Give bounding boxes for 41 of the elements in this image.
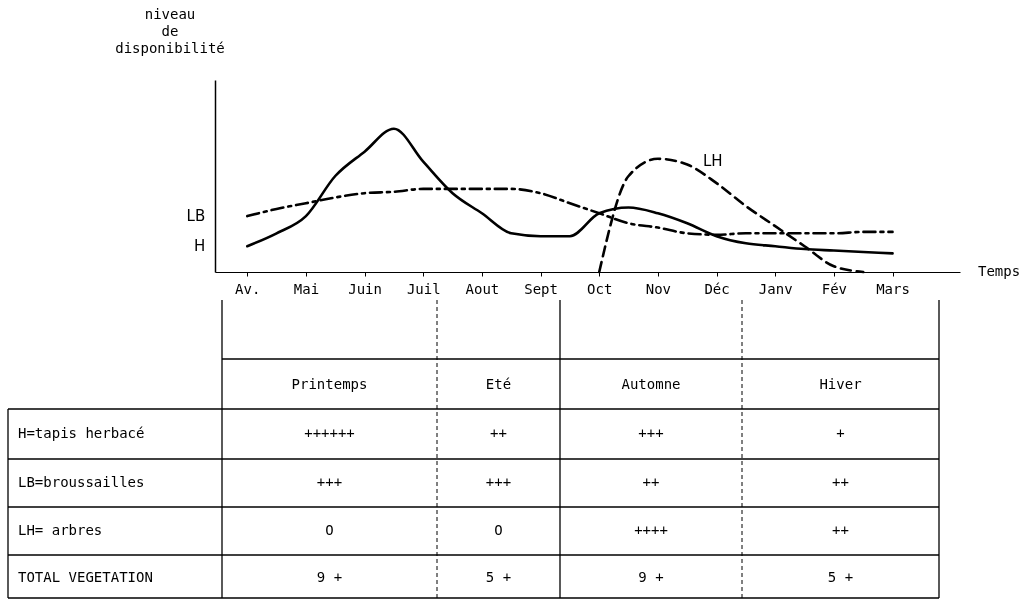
category-label: LB=broussailles — [18, 474, 145, 490]
x-tick-label: Fév — [821, 280, 848, 297]
text: +++ — [485, 474, 512, 490]
x-tick-label: Juil — [406, 280, 441, 297]
x-tick-label: Oct — [587, 280, 613, 297]
text: ++ — [832, 474, 849, 490]
text: ++++ — [634, 522, 668, 538]
text: 9 + — [316, 569, 343, 585]
series-label: LH — [702, 151, 723, 170]
text: ++ — [642, 474, 660, 490]
x-tick-label: Janv — [758, 280, 793, 297]
text: 5 + — [827, 569, 854, 585]
category-label: Printemps — [291, 376, 368, 392]
text: +++ — [638, 425, 664, 441]
category-label: TOTAL VEGETATION — [18, 569, 153, 585]
x-tick-label: Aout — [465, 280, 500, 297]
y-axis-title: niveau de disponibilité — [115, 6, 225, 56]
text: + — [836, 425, 845, 441]
text: ++++++ — [304, 425, 355, 441]
x-tick-label: Juin — [348, 280, 382, 297]
x-tick-label: Mars — [876, 280, 910, 297]
text: LB — [186, 207, 206, 226]
x-tick-label: Déc — [704, 280, 730, 297]
text: ++ — [832, 522, 849, 538]
category-label: Eté — [485, 376, 512, 392]
text: ++ — [490, 425, 507, 441]
category-label: LH= arbres — [18, 522, 103, 538]
x-tick-label: Sept — [524, 280, 558, 297]
x-axis-title: Temps — [978, 263, 1021, 279]
x-tick-label: Av. — [235, 280, 261, 297]
text: O — [494, 522, 503, 538]
text: H — [193, 237, 206, 256]
text: O — [325, 522, 334, 538]
text: 9 + — [638, 569, 664, 585]
text: 5 + — [485, 569, 512, 585]
text: +++ — [316, 474, 343, 490]
x-tick-label: Mai — [293, 280, 320, 297]
category-label: Automne — [621, 376, 681, 392]
category-label: H=tapis herbacé — [18, 425, 145, 441]
x-tick-label: Nov — [645, 280, 672, 297]
category-label: Hiver — [819, 376, 862, 392]
